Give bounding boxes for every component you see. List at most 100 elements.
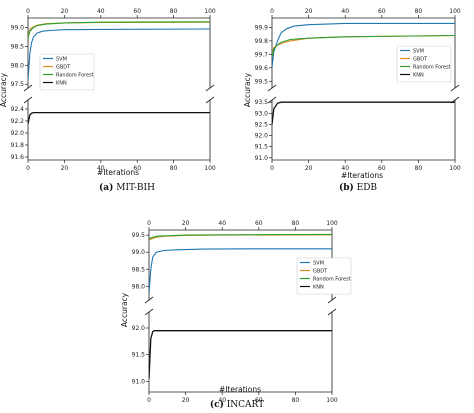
series-line-random-forest: [149, 233, 332, 240]
caption-a-label: (a): [99, 183, 114, 193]
chart-panel-b: 0 0 20 20 40 40 60 60 80 80 100 100 99.5 99.6 99.7 99.8…: [243, 8, 461, 180]
y-tick-label-lower: 91.5: [255, 144, 269, 151]
x-tick-label-bottom: 40: [341, 165, 349, 172]
y-tick-label-upper: 98.5: [11, 43, 25, 50]
legend-label: SVM: [56, 57, 67, 63]
series-line-svm: [149, 248, 332, 294]
y-tick-label-upper: 98.0: [132, 283, 146, 290]
y-tick-label-upper: 99.0: [132, 249, 146, 256]
y-axis-label: Accuracy: [0, 72, 8, 107]
y-tick-label-upper: 97.5: [11, 81, 25, 88]
x-tick-label-top: 80: [170, 8, 178, 15]
y-tick-label-lower: 93.5: [255, 99, 269, 106]
x-tick-label-top: 100: [449, 8, 461, 15]
lower-axes-frame-b: [271, 100, 456, 161]
caption-c-label: (c): [209, 400, 224, 410]
y-tick-label-lower: 91.6: [11, 154, 25, 161]
y-tick-label-upper: 98.5: [132, 266, 146, 273]
legend-box: [396, 45, 452, 83]
axis-break-mark: [327, 296, 337, 304]
x-tick-label-bottom: 0: [26, 165, 30, 172]
chart-panel-a: 0 0 20 20 40 40 60 60 80 80 100 100 97.5 98.0 98.5 99.0…: [0, 8, 216, 177]
legend-box: [296, 257, 352, 295]
x-tick-label-bottom: 100: [326, 397, 338, 404]
x-axis-label: #Iterations: [97, 168, 139, 177]
axis-break-mark: [205, 96, 215, 104]
legend-b: SVM GBDT Random Forest KNN: [396, 45, 452, 83]
x-tick-label-bottom: 20: [61, 165, 69, 172]
caption-b: (b) EDB: [339, 183, 377, 193]
x-tick-label-top: 0: [270, 8, 274, 15]
caption-a-text: MIT-BIH: [116, 183, 155, 193]
legend-label: KNN: [313, 285, 324, 291]
lower-axes-frame-c: [148, 312, 333, 393]
x-tick-label-top: 60: [255, 220, 263, 227]
y-tick-label-upper: 98.0: [11, 62, 25, 69]
series-line-random-forest: [272, 34, 455, 58]
x-axis-label: #Iterations: [341, 171, 383, 180]
y-tick-label-lower: 91.5: [132, 352, 146, 359]
x-tick-label-top: 80: [415, 8, 423, 15]
y-tick-label-upper: 99.7: [255, 51, 269, 58]
axis-break-mark: [450, 84, 460, 92]
x-tick-label-top: 40: [97, 8, 105, 15]
legend-c: SVM GBDT Random Forest KNN: [296, 257, 352, 295]
legend-label: GBDT: [413, 57, 428, 63]
y-tick-label-upper: 99.0: [11, 24, 25, 31]
legend-label: KNN: [413, 73, 424, 79]
x-tick-label-top: 40: [218, 220, 226, 227]
legend-label: KNN: [56, 81, 67, 87]
x-tick-label-bottom: 60: [255, 397, 263, 404]
axis-break-mark: [267, 84, 277, 92]
series-line-random-forest: [28, 21, 210, 39]
y-tick-label-upper: 99.9: [255, 24, 269, 31]
x-tick-label-top: 0: [26, 8, 30, 15]
axis-break-mark: [23, 96, 33, 104]
y-tick-label-lower: 91.8: [11, 142, 25, 149]
x-tick-label-top: 100: [204, 8, 216, 15]
x-tick-label-top: 0: [147, 220, 151, 227]
y-tick-label-upper: 99.8: [255, 38, 269, 45]
legend-label: SVM: [313, 261, 324, 267]
x-tick-label-top: 40: [341, 8, 349, 15]
x-tick-label-bottom: 0: [270, 165, 274, 172]
x-tick-label-bottom: 60: [133, 165, 141, 172]
legend-a: SVM GBDT Random Forest KNN: [39, 53, 95, 91]
x-tick-label-bottom: 40: [97, 165, 105, 172]
y-tick-label-lower: 93.0: [255, 110, 269, 117]
caption-b-text: EDB: [356, 183, 378, 193]
y-axis-label: Accuracy: [120, 292, 129, 327]
y-axis-label: Accuracy: [243, 72, 252, 107]
x-tick-label-bottom: 80: [170, 165, 178, 172]
axis-break-mark: [144, 296, 154, 304]
x-tick-label-bottom: 20: [305, 165, 313, 172]
x-tick-label-top: 60: [378, 8, 386, 15]
y-tick-label-lower: 92.0: [132, 325, 146, 332]
lower-axes-frame-a: [27, 100, 211, 161]
x-tick-label-bottom: 20: [182, 397, 190, 404]
x-tick-label-top: 100: [326, 220, 338, 227]
legend-label: GBDT: [313, 269, 328, 275]
x-tick-label-top: 20: [61, 8, 69, 15]
series-line-knn: [149, 330, 332, 379]
legend-box: [39, 53, 95, 91]
y-tick-label-upper: 99.5: [255, 78, 269, 85]
caption-a: (a) MIT-BIH: [99, 183, 155, 193]
series-line-knn: [272, 101, 455, 125]
series-line-svm: [28, 28, 210, 81]
x-tick-label-top: 20: [182, 220, 190, 227]
axis-break-mark: [23, 84, 33, 92]
y-tick-label-lower: 92.0: [255, 133, 269, 140]
y-tick-label-lower: 91.0: [255, 155, 269, 162]
y-tick-label-upper: 99.6: [255, 65, 269, 72]
x-tick-label-bottom: 0: [147, 397, 151, 404]
axis-break-mark: [205, 84, 215, 92]
legend-label: SVM: [413, 49, 424, 55]
x-tick-label-bottom: 40: [218, 397, 226, 404]
x-tick-label-bottom: 100: [204, 165, 216, 172]
y-tick-label-lower: 91.0: [132, 378, 146, 385]
x-tick-label-top: 80: [292, 220, 300, 227]
caption-c: (c) INCART: [210, 400, 264, 410]
x-tick-label-bottom: 80: [292, 397, 300, 404]
